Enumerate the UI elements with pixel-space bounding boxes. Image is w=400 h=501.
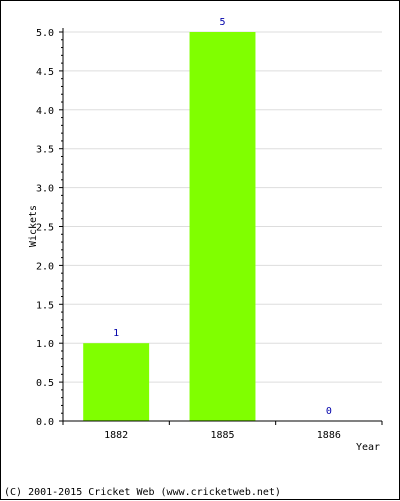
y-tick-label: 0.0 <box>36 417 54 428</box>
data-label: 5 <box>219 17 225 28</box>
y-tick-label: 3.5 <box>36 145 54 156</box>
x-tick-label: 1882 <box>104 430 128 441</box>
y-tick-label: 0.5 <box>36 378 54 389</box>
data-label: 0 <box>326 406 332 417</box>
y-tick-label: 4.0 <box>36 106 54 117</box>
data-label: 1 <box>113 328 119 339</box>
bars <box>83 32 256 421</box>
y-tick-label: 1.0 <box>36 339 54 350</box>
y-tick-label: 4.5 <box>36 67 54 78</box>
y-tick-label: 1.5 <box>36 300 54 311</box>
copyright-text: (C) 2001-2015 Cricket Web (www.cricketwe… <box>4 487 281 498</box>
axes <box>59 28 383 425</box>
labels: 0.0 0.5 1.0 1.5 2.0 2.5 3.0 3.5 4.0 4.5 5.0 1 1882 5 1… <box>36 17 341 441</box>
y-tick-label: 2.5 <box>36 223 54 234</box>
bar <box>189 32 256 421</box>
x-tick-label: 1886 <box>317 430 341 441</box>
y-tick-label: 3.0 <box>36 184 54 195</box>
y-axis-title: Wickets <box>28 205 39 247</box>
y-tick-label: 5.0 <box>36 28 54 39</box>
bar <box>83 343 150 421</box>
x-tick-label: 1885 <box>210 430 234 441</box>
y-tick-label: 2.0 <box>36 261 54 272</box>
x-axis-title: Year <box>356 442 380 453</box>
